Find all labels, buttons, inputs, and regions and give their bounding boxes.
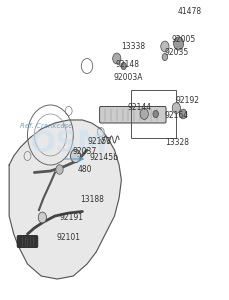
Text: 92144: 92144 (127, 103, 151, 112)
Text: 92191: 92191 (60, 213, 84, 222)
Circle shape (162, 53, 168, 61)
Text: 13338: 13338 (121, 42, 145, 51)
FancyBboxPatch shape (100, 106, 166, 123)
Circle shape (121, 62, 126, 70)
Text: 92164: 92164 (165, 111, 189, 120)
Circle shape (161, 41, 169, 52)
Circle shape (140, 109, 148, 119)
Text: 92035: 92035 (165, 48, 189, 57)
Text: 13188: 13188 (80, 195, 104, 204)
Text: 92145b: 92145b (89, 153, 118, 162)
Text: 92005: 92005 (172, 34, 196, 43)
Text: 92148: 92148 (116, 60, 140, 69)
Circle shape (153, 110, 158, 118)
Circle shape (71, 149, 81, 163)
Circle shape (113, 53, 121, 64)
Circle shape (180, 109, 187, 119)
Circle shape (174, 37, 184, 50)
Text: 13328: 13328 (165, 138, 189, 147)
Text: OSM: OSM (30, 130, 108, 158)
Text: 480: 480 (78, 165, 92, 174)
Text: 41478: 41478 (177, 8, 202, 16)
Text: 92037: 92037 (72, 147, 96, 156)
Circle shape (38, 212, 46, 223)
Text: 92153: 92153 (87, 136, 111, 146)
Text: 92192: 92192 (175, 96, 199, 105)
Circle shape (56, 165, 63, 174)
Text: Ref. Crankcase: Ref. Crankcase (19, 123, 72, 129)
Circle shape (172, 103, 180, 113)
Polygon shape (9, 120, 121, 279)
FancyBboxPatch shape (17, 236, 38, 247)
Text: 92101: 92101 (56, 232, 80, 242)
Text: 92003A: 92003A (113, 74, 143, 82)
